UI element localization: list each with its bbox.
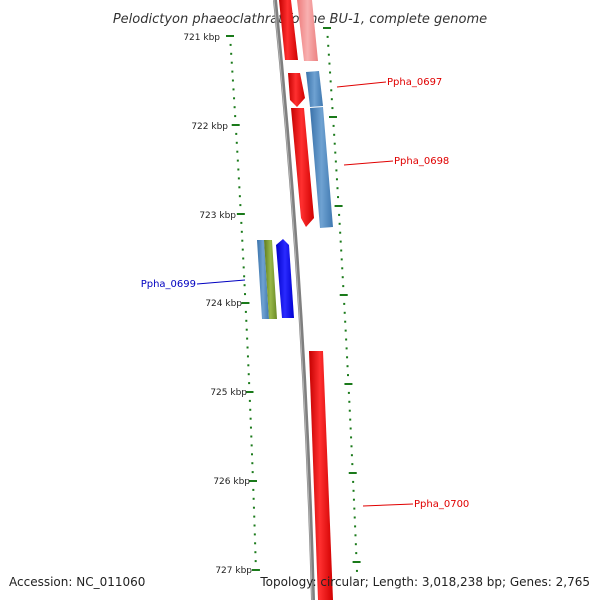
position-label: 722 kbp [191,122,228,132]
position-label: 726 kbp [213,477,250,487]
genome-backbone-highlight [273,0,313,600]
gene-feature[interactable] [276,239,294,318]
accession-text: Accession: NC_011060 [9,575,145,589]
position-label: 721 kbp [183,33,220,43]
gene-feature[interactable] [279,0,298,60]
gene-label-ppha0698[interactable]: Ppha_0698 [394,156,449,167]
position-label: 724 kbp [205,299,242,309]
gene-features [257,0,333,600]
gene-feature-ppha0698[interactable] [291,108,314,227]
gene-feature-ppha0697[interactable] [288,73,305,107]
callout-line [362,503,414,507]
position-label: 725 kbp [210,388,247,398]
gene-callouts: Ppha_0697 Ppha_0698 Ppha_0699 Ppha_0700 [141,77,470,510]
gene-feature[interactable] [306,71,323,107]
callout-line [336,81,387,88]
gene-feature-ppha0700[interactable] [309,351,333,600]
genome-backbone [273,0,315,600]
gene-feature[interactable] [310,107,333,228]
position-ruler-ticks [226,35,260,571]
genome-summary-text: Topology: circular; Length: 3,018,238 bp… [259,575,590,589]
gene-label-ppha0700[interactable]: Ppha_0700 [414,499,469,510]
gene-feature[interactable] [257,240,269,319]
gene-feature-ppha0699[interactable] [264,240,277,319]
callout-line [196,279,246,285]
gene-feature[interactable] [297,0,318,61]
position-label: 723 kbp [199,211,236,221]
gene-label-ppha0697[interactable]: Ppha_0697 [387,77,442,88]
callout-line [343,160,394,166]
position-label: 727 kbp [215,566,252,576]
position-labels: 721 kbp 722 kbp 723 kbp 724 kbp 725 kbp … [183,33,252,576]
gene-label-ppha0699[interactable]: Ppha_0699 [141,279,196,290]
outer-ruler-ticks [323,27,361,572]
